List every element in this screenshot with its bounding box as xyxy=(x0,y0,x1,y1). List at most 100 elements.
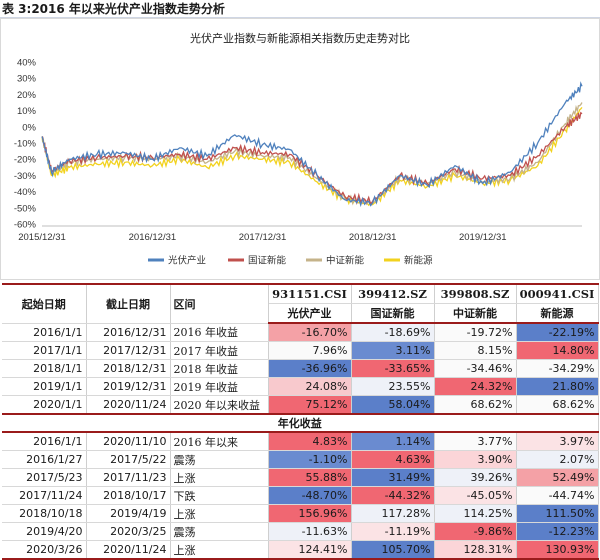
y-tick-label: 30% xyxy=(17,74,37,85)
header-row-names: 光伏产业 国证新能 中证新能 新能源 xyxy=(2,303,599,324)
line-chart: 光伏产业指数与新能源相关指数历史走势对比 40% 30% 20% 10% 0% -10% -2… xyxy=(0,18,600,280)
x-tick-label: 2017/12/31 xyxy=(239,232,287,243)
legend-label: 国证新能 xyxy=(248,255,287,267)
cell-end-date: 2017/11/23 xyxy=(86,468,171,487)
cell-start-date: 2020/1/1 xyxy=(2,395,87,415)
returns-table: 起始日期 截止日期 区间 931151.CSI 399412.SZ 399808… xyxy=(2,283,599,560)
cell-return: -16.70% xyxy=(268,323,352,342)
cell-end-date: 2017/12/31 xyxy=(86,341,171,360)
cell-return: -11.19% xyxy=(351,522,435,541)
cell-end-date: 2020/11/10 xyxy=(86,432,171,451)
cell-period: 2020 年以来收益 xyxy=(170,395,269,415)
section-label: 年化收益 xyxy=(2,413,599,433)
cell-period: 2016 年收益 xyxy=(170,323,269,342)
cell-end-date: 2019/4/19 xyxy=(86,504,171,523)
x-tick-label: 2018/12/31 xyxy=(349,232,397,243)
table-caption: 表 3:2016 年以来光伏产业指数走势分析 xyxy=(0,0,600,18)
cell-start-date: 2016/1/27 xyxy=(2,450,87,469)
cell-return: 39.26% xyxy=(434,468,517,487)
cell-period: 下跌 xyxy=(170,486,269,505)
y-tick-label: 10% xyxy=(17,106,37,117)
cell-return: -12.23% xyxy=(516,522,599,541)
cell-return: 117.28% xyxy=(351,504,435,523)
cell-return: -33.65% xyxy=(351,359,435,378)
cell-return: -22.19% xyxy=(516,323,599,342)
cell-start-date: 2016/1/1 xyxy=(2,432,87,451)
cell-period: 2016 年以来 xyxy=(170,432,269,451)
cell-return: 23.55% xyxy=(351,377,435,396)
table-row: 2018/1/1 2018/12/31 2018 年收益 -36.96% -33.65%… xyxy=(2,359,599,378)
cell-return: 4.83% xyxy=(268,432,352,451)
table-row: 2019/4/20 2020/3/25 震荡 -11.63% -11.19% -9.86%… xyxy=(2,522,599,541)
table-row: 2018/10/18 2019/4/19 上涨 156.96% 117.28% 114.2… xyxy=(2,504,599,523)
y-tick-label: -50% xyxy=(14,203,37,214)
x-tick-label: 2016/12/31 xyxy=(129,232,177,243)
chart-frame xyxy=(0,18,600,280)
legend-label: 光伏产业 xyxy=(168,255,206,267)
cell-period: 震荡 xyxy=(170,450,269,469)
cell-end-date: 2018/10/17 xyxy=(86,486,171,505)
cell-return: 130.93% xyxy=(516,540,599,560)
cell-start-date: 2017/11/24 xyxy=(2,486,87,505)
header-index-name: 中证新能 xyxy=(434,303,517,324)
cell-period: 震荡 xyxy=(170,522,269,541)
table-row: 2020/1/1 2020/11/24 2020 年以来收益 75.12% 58.04%… xyxy=(2,395,599,415)
y-tick-label: 40% xyxy=(17,58,37,69)
cell-return: 124.41% xyxy=(268,540,352,560)
cell-return: -44.32% xyxy=(351,486,435,505)
cell-return: -48.70% xyxy=(268,486,352,505)
table-row: 2016/1/1 2016/12/31 2016 年收益 -16.70% -18.69%… xyxy=(2,323,599,342)
table-row: 2019/1/1 2019/12/31 2019 年收益 24.08% 23.55% 24… xyxy=(2,377,599,396)
y-tick-label: -30% xyxy=(14,171,37,182)
cell-period: 2019 年收益 xyxy=(170,377,269,396)
cell-return: 8.15% xyxy=(434,341,517,360)
header-index-name: 新能源 xyxy=(516,303,599,324)
y-tick-label: -10% xyxy=(14,139,37,150)
cell-return: 68.62% xyxy=(434,395,517,415)
x-tick-label: 2015/12/31 xyxy=(18,232,66,243)
section-row: 年化收益 xyxy=(2,413,599,433)
cell-period: 上涨 xyxy=(170,540,269,560)
table-row: 2017/1/1 2017/12/31 2017 年收益 7.96% 3.11% 8.15… xyxy=(2,341,599,360)
cell-return: -9.86% xyxy=(434,522,517,541)
cell-return: 55.88% xyxy=(268,468,352,487)
table-row: 2017/11/24 2018/10/17 下跌 -48.70% -44.32% -45.… xyxy=(2,486,599,505)
cell-return: 3.90% xyxy=(434,450,517,469)
cell-start-date: 2017/1/1 xyxy=(2,341,87,360)
cell-start-date: 2019/1/1 xyxy=(2,377,87,396)
cell-start-date: 2016/1/1 xyxy=(2,323,87,342)
cell-return: 1.14% xyxy=(351,432,435,451)
header-end-date: 截止日期 xyxy=(86,283,171,324)
cell-return: 24.08% xyxy=(268,377,352,396)
cell-return: 75.12% xyxy=(268,395,352,415)
cell-return: 3.11% xyxy=(351,341,435,360)
cell-return: 3.77% xyxy=(434,432,517,451)
y-tick-label: -40% xyxy=(14,187,37,198)
cell-return: 21.80% xyxy=(516,377,599,396)
cell-end-date: 2020/11/24 xyxy=(86,395,171,415)
legend-label: 新能源 xyxy=(404,255,433,267)
cell-start-date: 2018/1/1 xyxy=(2,359,87,378)
cell-return: -19.72% xyxy=(434,323,517,342)
x-tick-label: 2019/12/31 xyxy=(459,232,507,243)
cell-return: 2.07% xyxy=(516,450,599,469)
cell-return: -36.96% xyxy=(268,359,352,378)
cell-return: 105.70% xyxy=(351,540,435,560)
header-index-name: 光伏产业 xyxy=(268,303,352,324)
cell-start-date: 2019/4/20 xyxy=(2,522,87,541)
table-row: 2016/1/1 2020/11/10 2016 年以来 4.83% 1.14% 3.77… xyxy=(2,432,599,451)
y-tick-label: -20% xyxy=(14,155,37,166)
cell-start-date: 2020/3/26 xyxy=(2,540,87,560)
cell-end-date: 2019/12/31 xyxy=(86,377,171,396)
header-code: 931151.CSI xyxy=(268,283,352,304)
chart-title: 光伏产业指数与新能源相关指数历史走势对比 xyxy=(190,31,410,45)
cell-return: 24.32% xyxy=(434,377,517,396)
legend-label: 中证新能 xyxy=(326,255,365,267)
cell-return: -34.29% xyxy=(516,359,599,378)
y-tick-label: 0% xyxy=(22,122,36,133)
cell-return: 31.49% xyxy=(351,468,435,487)
cell-end-date: 2020/11/24 xyxy=(86,540,171,560)
cell-period: 上涨 xyxy=(170,468,269,487)
header-start-date: 起始日期 xyxy=(2,283,87,324)
cell-return: -44.74% xyxy=(516,486,599,505)
